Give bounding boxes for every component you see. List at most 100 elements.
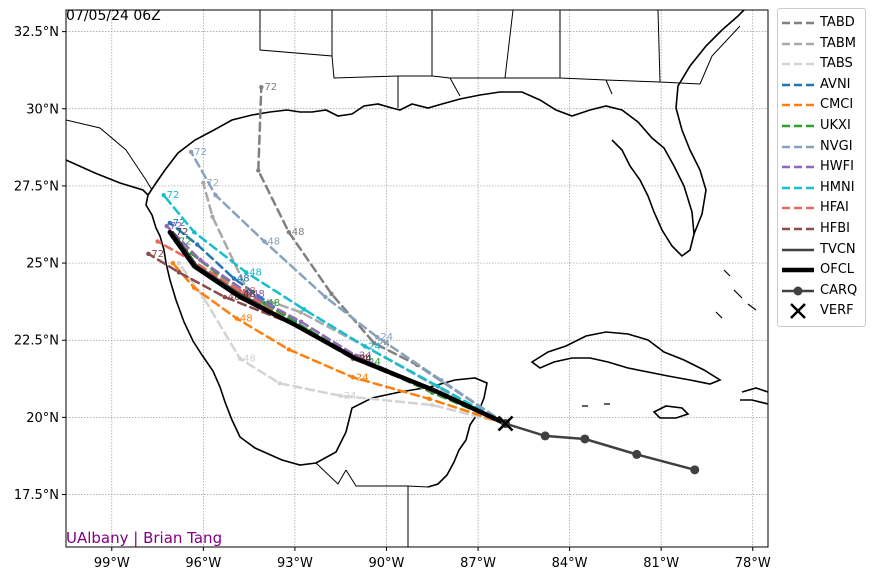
- track-point-cmci: [427, 396, 432, 402]
- lon-tick-label: 78°W: [735, 556, 771, 571]
- track-point-hmni: [161, 192, 166, 198]
- track-point-cmci: [234, 316, 240, 321]
- legend-swatch: [790, 303, 806, 320]
- track-point-nvgi: [439, 378, 444, 383]
- legend-label: TABD: [820, 15, 855, 30]
- legend-label: HFBI: [820, 221, 851, 236]
- legend-label: TABM: [820, 35, 856, 51]
- central-america-border: [315, 462, 429, 547]
- hour-label-hfai: 48: [243, 286, 256, 297]
- track-point-tabm: [201, 180, 206, 186]
- legend-label: NVGI: [820, 138, 853, 154]
- track-point-tabd: [259, 84, 264, 90]
- hour-label-avni: 24: [359, 354, 372, 365]
- legend-swatch: [782, 248, 814, 251]
- track-point-cmci: [170, 260, 176, 266]
- legend-item-carq: CARQ: [778, 281, 867, 301]
- track-point-tabs: [237, 356, 243, 361]
- legend-swatch: [782, 42, 814, 45]
- hour-label-nvgi: 72: [194, 147, 207, 158]
- lon-tick-label: 99°W: [94, 556, 130, 571]
- hour-label-hwfi: 24: [359, 351, 372, 362]
- track-point-tabs: [338, 393, 343, 398]
- legend-label: TVCN: [820, 241, 856, 257]
- hour-label-avni: 48: [237, 274, 250, 285]
- track-point-tabd: [372, 341, 377, 346]
- texas-louisiana-coast: [147, 91, 695, 258]
- track-point-cmci: [350, 375, 356, 380]
- track-point-tabs: [277, 381, 282, 386]
- track-point-ukxi: [262, 300, 267, 306]
- track-point-tabs: [430, 402, 435, 408]
- hour-label-tabd: 72: [264, 82, 277, 93]
- legend-swatch: [782, 286, 814, 296]
- track-point-carq: [690, 465, 700, 475]
- mexico-border: [66, 119, 153, 191]
- hour-label-hmni: 72: [167, 190, 180, 201]
- plot-frame: [65, 9, 769, 548]
- legend-swatch: [782, 207, 814, 210]
- hour-label-tvcn: 24: [359, 354, 372, 365]
- hour-label-cmci: 24: [356, 372, 369, 383]
- islands: [582, 269, 757, 407]
- hour-label-hfbi: 48: [228, 292, 241, 303]
- legend: TABD TABM TABS AVNI CMCI UKXI NVGI HWFI HMNI HFAI…: [777, 8, 866, 327]
- legend-item-tvcn: TVCN: [778, 240, 867, 260]
- track-point-tabs: [176, 260, 182, 266]
- legend-swatch: [782, 227, 814, 231]
- hour-label-ukxi: 72: [179, 236, 192, 247]
- hour-label-tvcn: 48: [243, 289, 256, 300]
- track-point-hmni: [436, 384, 441, 389]
- legend-label: HWFI: [820, 159, 854, 175]
- lat-tick-label: 27.5°N: [14, 179, 59, 194]
- legend-swatch: [782, 62, 814, 66]
- hour-label-tabs: 24: [344, 391, 357, 402]
- hour-label-nvgi: 48: [267, 236, 280, 247]
- track-ofcl: [167, 229, 508, 426]
- lat-tick-label: 32.5°N: [14, 25, 59, 40]
- legend-label: TABS: [820, 56, 853, 72]
- legend-item-cmci: CMCI: [778, 95, 867, 115]
- lat-tick-label: 17.5°N: [14, 488, 59, 503]
- legend-item-nvgi: NVGI: [778, 137, 867, 157]
- legend-item-hmni: HMNI: [778, 178, 867, 198]
- legend-swatch: [782, 186, 814, 190]
- track-point-hfbi: [176, 270, 182, 275]
- verf-marker: [497, 415, 514, 432]
- hour-label-ukxi: 48: [267, 298, 280, 309]
- lon-tick-label: 93°W: [277, 556, 313, 571]
- track-point-tabm: [210, 214, 215, 219]
- lat-tick-label: 30°N: [26, 102, 59, 117]
- hour-label-tabd: 24: [377, 338, 390, 349]
- track-point-carq: [632, 449, 642, 459]
- jamaica: [652, 405, 690, 419]
- lon-tick-label: 90°W: [369, 556, 405, 571]
- legend-label: CARQ: [820, 282, 858, 298]
- legend-item-tabs: TABS: [778, 54, 867, 74]
- hour-label-hfbi: 72: [151, 249, 164, 260]
- legend-swatch: [782, 83, 814, 87]
- track-point-cmci: [286, 347, 292, 352]
- track-point-hwfi: [298, 319, 304, 324]
- hour-label-ukxi: 24: [368, 357, 381, 368]
- lon-tick-label: 81°W: [643, 556, 679, 571]
- state-borders: [259, 10, 741, 108]
- legend-label: HMNI: [820, 179, 855, 195]
- track-point-avni: [231, 276, 237, 281]
- track-point-hfbi: [146, 251, 151, 257]
- legend-label: OFCL: [820, 262, 855, 278]
- legend-item-ukxi: UKXI: [778, 116, 867, 136]
- forecast-timestamp: 07/05/24 06Z: [66, 8, 161, 24]
- track-point-nvgi: [375, 334, 380, 340]
- lon-tick-label: 87°W: [460, 556, 496, 571]
- track-point-tabd: [256, 168, 261, 173]
- hour-label-tabs: 48: [243, 354, 256, 365]
- legend-swatch: [782, 267, 814, 273]
- track-point-carq: [580, 434, 590, 444]
- hour-label-avni: 72: [173, 218, 186, 229]
- hour-label-hmni: 24: [368, 341, 381, 352]
- cuba: [530, 331, 722, 385]
- legend-swatch: [782, 145, 814, 148]
